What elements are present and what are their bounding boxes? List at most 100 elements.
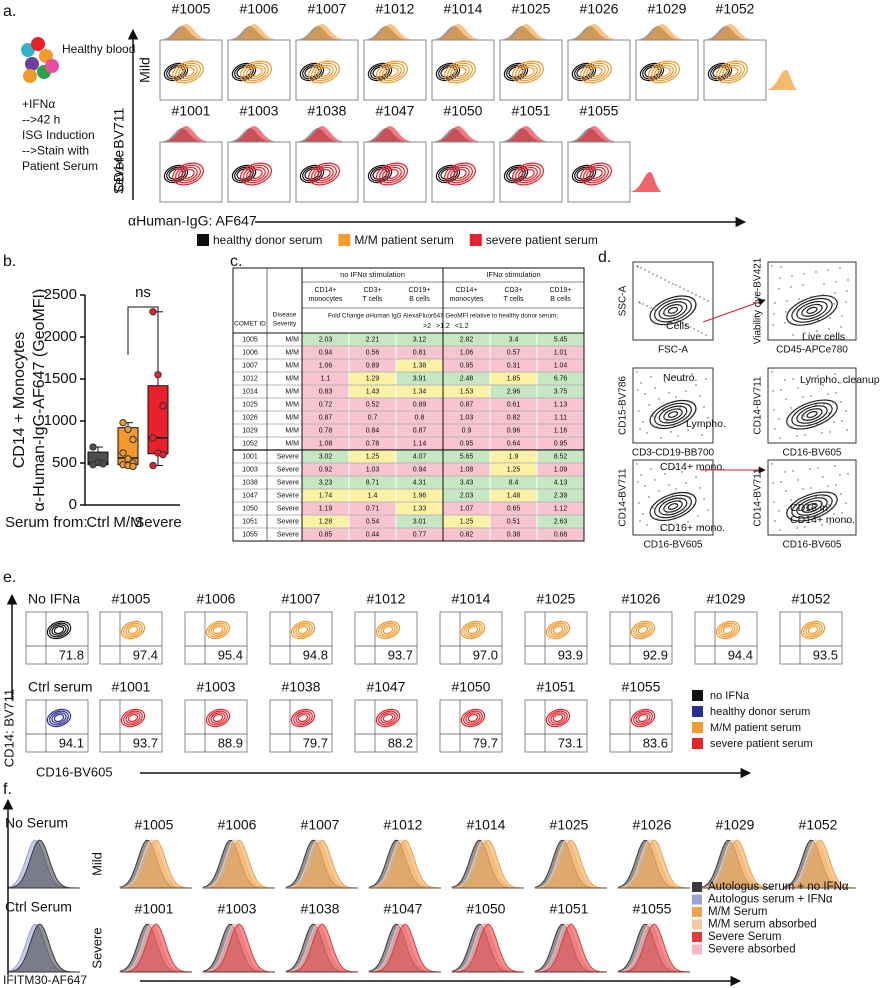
event-dot	[772, 390, 774, 392]
table-cell	[349, 333, 396, 346]
contour	[712, 66, 728, 78]
contour	[649, 491, 697, 522]
event-dot	[664, 381, 666, 383]
cell-value: 1.33	[413, 505, 427, 512]
scale-label: <1.2	[455, 323, 469, 330]
event-dot	[772, 482, 774, 484]
event-dot	[792, 334, 794, 336]
cell-value: 3.91	[413, 375, 427, 382]
contour	[380, 712, 396, 724]
cell-value: 1.06	[460, 349, 474, 356]
legend-swatch	[692, 907, 702, 917]
comet-id: 1012	[242, 375, 258, 382]
contour	[630, 620, 656, 640]
histogram	[617, 839, 691, 889]
event-dot	[648, 271, 650, 273]
comet-id: 1050	[242, 505, 258, 512]
sample-id: #1050	[467, 901, 506, 917]
histogram	[617, 923, 691, 973]
event-dot	[642, 513, 644, 515]
contour	[208, 710, 228, 726]
contour	[297, 625, 309, 635]
event-dot	[815, 271, 817, 273]
event-dot	[640, 382, 642, 384]
event-dot	[660, 437, 662, 439]
flow-plot	[567, 141, 631, 203]
protocol-step: Patient Serum	[22, 159, 98, 173]
cell-value: 0.8	[415, 414, 425, 421]
contour	[212, 625, 224, 635]
event-dot	[841, 315, 843, 317]
gate-label: CD16+ mono.	[660, 522, 725, 534]
event-dot	[638, 301, 640, 303]
table-cell	[443, 463, 490, 476]
event-dot	[668, 281, 670, 283]
contour	[239, 60, 273, 84]
contour	[246, 166, 266, 182]
contour	[806, 411, 818, 418]
event-dot	[829, 317, 831, 319]
event-dot	[707, 300, 709, 302]
cell-value: 1.43	[366, 388, 380, 395]
event-dot	[699, 395, 701, 397]
legend-swatch	[692, 919, 702, 930]
contour	[311, 164, 337, 184]
cell-value: 0.72	[319, 401, 333, 408]
sample-id: #1005	[112, 591, 151, 607]
contour	[722, 64, 742, 80]
event-dot	[691, 465, 693, 467]
event-dot	[840, 401, 842, 403]
event-dot	[701, 434, 703, 436]
sample-id: #1005	[135, 817, 174, 833]
contour	[375, 60, 409, 84]
contour	[635, 712, 651, 724]
gate-arrow	[702, 298, 766, 323]
cell-value: 0.54	[366, 518, 380, 525]
event-dot	[792, 378, 794, 380]
legend-label: no IFNa	[710, 690, 750, 702]
contour	[181, 169, 195, 179]
data-point	[149, 434, 157, 442]
event-dot	[650, 376, 652, 378]
event-dot	[652, 415, 654, 417]
cell-value: 0.78	[366, 440, 380, 447]
contour	[171, 60, 205, 84]
table-cell	[349, 437, 396, 450]
table-cell	[490, 398, 537, 411]
panel-label: e.	[3, 569, 16, 586]
event-dot	[847, 473, 849, 475]
contour	[649, 295, 697, 326]
gate-label: Lympho.	[686, 418, 726, 430]
sample-id: #1014	[452, 591, 491, 607]
event-dot	[695, 476, 697, 478]
severity: M/M	[285, 440, 299, 447]
event-dot	[650, 468, 652, 470]
legend-label: Severe Serum	[708, 931, 782, 943]
event-dot	[803, 273, 805, 275]
event-dot	[845, 502, 847, 504]
comet-id: 1001	[242, 453, 258, 460]
event-dot	[679, 407, 681, 409]
sample-id: #1014	[444, 1, 483, 17]
event-dot	[791, 518, 793, 520]
legend-label: M/M patient serum	[354, 233, 453, 247]
table-cell	[490, 437, 537, 450]
table-cell	[490, 450, 537, 463]
event-dot	[689, 401, 691, 403]
table-cell	[349, 476, 396, 489]
event-dot	[778, 418, 780, 420]
table-cell	[537, 385, 584, 398]
contour	[246, 64, 266, 80]
event-dot	[679, 499, 681, 501]
event-dot	[703, 406, 705, 408]
sample-id: #1003	[197, 679, 236, 695]
severity: M/M	[285, 375, 299, 382]
legend-label: Autologus serum + IFNα	[708, 894, 833, 906]
sample-id: #1055	[633, 901, 672, 917]
gate-label: CD16 in	[790, 502, 828, 514]
cell-value: 0.44	[366, 531, 380, 538]
table-cell	[537, 346, 584, 359]
table-cell	[490, 424, 537, 437]
table-cell	[349, 424, 396, 437]
contour	[644, 66, 660, 78]
